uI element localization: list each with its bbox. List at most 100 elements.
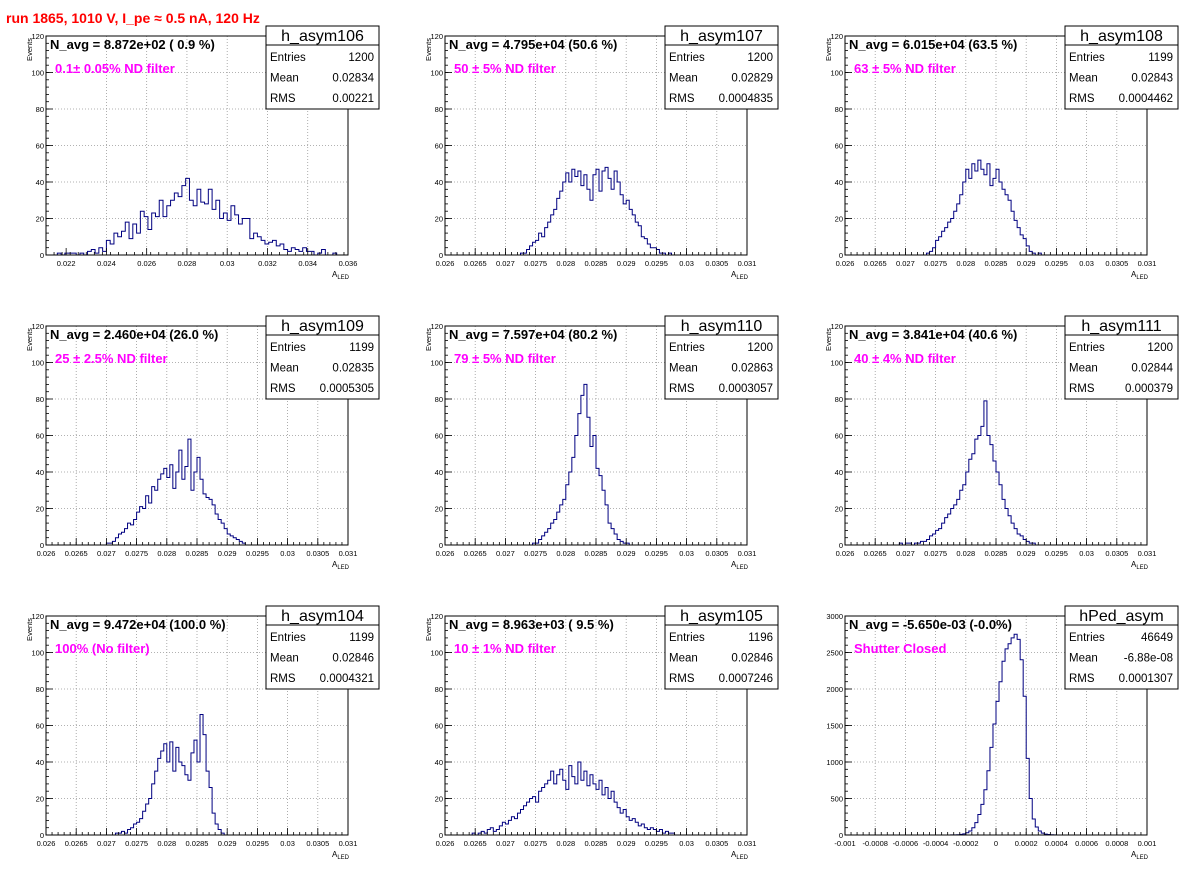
x-tick-label: 0.0305 [705, 259, 728, 268]
y-tick-label: 20 [835, 215, 843, 224]
x-axis-title: ALED [731, 560, 749, 571]
y-axis-title: Events [824, 328, 833, 351]
histogram-name: h_asym109 [281, 318, 364, 335]
stats-label: RMS [270, 673, 296, 685]
stats-value: 0.02835 [332, 363, 374, 375]
x-tick-label: 0.0295 [645, 259, 668, 268]
x-tick-label: 0.027 [896, 259, 915, 268]
x-tick-label: 0.026 [836, 549, 855, 558]
navg-label: N_avg = -5.650e-03 (-0.0%) [849, 617, 1012, 632]
filter-annotation: 100% (No filter) [55, 641, 150, 656]
stats-value: 0.0005305 [320, 383, 374, 395]
x-tick-label: 0.029 [1017, 549, 1036, 558]
x-tick-label: 0.03 [679, 549, 694, 558]
y-axis-title: Events [25, 328, 34, 351]
y-tick-label: 40 [835, 178, 843, 187]
x-tick-label: 0.032 [258, 259, 277, 268]
x-tick-label: 0.026 [37, 839, 56, 848]
stats-value: 1200 [747, 52, 773, 64]
x-tick-label: 0.0275 [524, 259, 547, 268]
stats-label: RMS [669, 383, 695, 395]
y-tick-label: 0 [439, 831, 443, 840]
y-tick-label: 40 [36, 468, 44, 477]
stats-value: 0.000379 [1125, 383, 1173, 395]
y-tick-label: 100 [830, 69, 843, 78]
x-tick-label: 0.0275 [924, 259, 947, 268]
x-axis-title: ALED [731, 850, 749, 861]
x-tick-label: 0.028 [157, 839, 176, 848]
histogram-name: h_asym110 [681, 318, 763, 335]
x-tick-label: 0.001 [1138, 839, 1157, 848]
navg-label: N_avg = 8.872e+02 ( 0.9 %) [50, 37, 215, 52]
stats-value: 0.00221 [332, 93, 374, 105]
y-tick-label: 80 [36, 105, 44, 114]
navg-label: N_avg = 7.597e+04 (80.2 %) [449, 327, 617, 342]
x-axis-title: ALED [1131, 270, 1149, 281]
x-tick-label: -0.001 [834, 839, 855, 848]
x-axis-subscript: LED [1136, 855, 1148, 861]
x-tick-label: 0.034 [298, 259, 317, 268]
histogram-panel-h_asym108: 0.026 0.0265 0.027 0.0275 0.028 0.0285 0.029 0.… [824, 25, 1179, 281]
x-tick-label: 0.0285 [186, 549, 209, 558]
x-tick-label: 0.03 [220, 259, 235, 268]
x-axis-subscript: LED [736, 565, 748, 571]
stats-label: Mean [669, 653, 698, 665]
y-tick-label: 1000 [826, 758, 843, 767]
x-tick-label: 0.0285 [585, 549, 608, 558]
x-tick-label: 0.0265 [65, 549, 88, 558]
y-tick-label: 100 [430, 69, 443, 78]
x-tick-label: 0.026 [137, 259, 156, 268]
x-tick-label: 0.028 [556, 839, 575, 848]
y-tick-label: 100 [830, 359, 843, 368]
y-tick-label: 100 [31, 649, 44, 658]
x-tick-label: 0.036 [339, 259, 358, 268]
navg-label: N_avg = 3.841e+04 (40.6 %) [849, 327, 1017, 342]
histogram-line [445, 383, 747, 546]
y-tick-label: 60 [435, 142, 443, 151]
histogram-line [46, 177, 348, 256]
y-tick-label: 0 [439, 541, 443, 550]
x-tick-label: 0.0006 [1075, 839, 1098, 848]
y-tick-label: 0 [40, 831, 44, 840]
histogram-panel-h_asym110: 0.026 0.0265 0.027 0.0275 0.028 0.0285 0.029 0.… [424, 315, 779, 571]
x-tick-label: 0.03 [280, 549, 295, 558]
x-tick-label: 0.0002 [1015, 839, 1038, 848]
y-tick-label: 20 [36, 505, 44, 514]
x-tick-label: 0.0305 [1105, 549, 1128, 558]
x-axis-title: ALED [332, 850, 350, 861]
stats-value: 1199 [349, 342, 374, 354]
y-tick-label: 120 [830, 32, 843, 41]
stats-value: 0.0004462 [1119, 93, 1173, 105]
x-axis-title: ALED [332, 270, 350, 281]
navg-label: N_avg = 2.460e+04 (26.0 %) [50, 327, 218, 342]
x-tick-label: 0 [994, 839, 998, 848]
y-tick-label: 120 [430, 322, 443, 331]
x-axis-title: ALED [1131, 850, 1149, 861]
x-tick-label: 0.0265 [864, 259, 887, 268]
y-tick-label: 20 [435, 505, 443, 514]
x-tick-label: 0.0265 [464, 549, 487, 558]
y-tick-label: 100 [430, 649, 443, 658]
navg-label: N_avg = 6.015e+04 (63.5 %) [849, 37, 1017, 52]
stats-label: Entries [669, 52, 705, 64]
stats-label: RMS [669, 673, 695, 685]
stats-label: RMS [270, 383, 296, 395]
stats-label: Mean [1069, 73, 1098, 85]
stats-box [664, 315, 779, 400]
histogram-panel-h_asym105: 0.026 0.0265 0.027 0.0275 0.028 0.0285 0.029 0.… [424, 605, 779, 861]
stats-value: 0.02834 [332, 73, 374, 85]
stats-value: 0.02846 [332, 653, 374, 665]
y-tick-label: 60 [835, 432, 843, 441]
y-tick-label: 40 [36, 178, 44, 187]
stats-label: Entries [669, 632, 705, 644]
stats-box [1064, 315, 1179, 400]
x-axis-title: ALED [332, 560, 350, 571]
stats-label: RMS [1069, 93, 1095, 105]
filter-annotation: 0.1± 0.05% ND filter [55, 61, 175, 76]
x-tick-label: 0.0265 [65, 839, 88, 848]
x-tick-label: 0.03 [280, 839, 295, 848]
x-axis-subscript: LED [337, 565, 349, 571]
x-tick-label: 0.0285 [585, 259, 608, 268]
stats-label: RMS [270, 93, 296, 105]
x-tick-label: 0.0265 [464, 839, 487, 848]
